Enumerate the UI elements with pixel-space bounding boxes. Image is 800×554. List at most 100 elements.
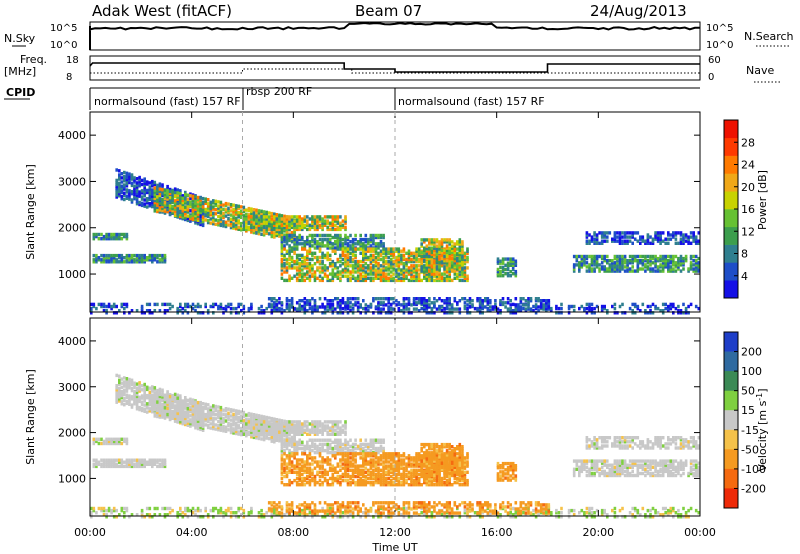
power-cell — [692, 233, 695, 237]
power-cell — [415, 276, 418, 280]
power-cell — [349, 278, 352, 283]
velocity-cell — [285, 440, 289, 444]
power-cell — [448, 248, 451, 252]
power-cell — [148, 253, 152, 258]
velocity-cell — [212, 404, 215, 408]
power-cell — [301, 242, 304, 246]
power-cell — [423, 274, 426, 278]
power-cell — [397, 259, 401, 264]
power-cell — [466, 306, 469, 311]
cpid-label: CPID — [6, 86, 35, 99]
velocity-cell — [158, 462, 162, 466]
power-cell — [450, 278, 454, 283]
velocity-cell — [260, 437, 263, 441]
power-cell — [166, 207, 169, 212]
power-cell — [301, 223, 304, 227]
power-cell — [232, 211, 235, 216]
velocity-cell — [313, 420, 317, 424]
power-cell — [186, 216, 190, 220]
velocity-cell — [206, 423, 210, 428]
velocity-cell — [204, 412, 207, 417]
power-cell — [151, 311, 154, 315]
power-cell — [425, 299, 429, 303]
velocity-cell — [92, 458, 96, 462]
power-cell — [326, 253, 329, 258]
power-cell — [443, 240, 446, 244]
power-cell — [364, 251, 368, 255]
velocity-cell — [285, 428, 289, 432]
power-cell — [644, 311, 647, 315]
power-cell — [364, 257, 368, 262]
power-cell — [623, 254, 627, 259]
power-cell — [641, 259, 645, 263]
power-cell — [313, 223, 317, 227]
power-cell — [616, 254, 619, 259]
power-cell — [135, 191, 139, 195]
power-cell — [506, 265, 510, 270]
power-cell — [199, 202, 202, 206]
power-cell — [641, 237, 645, 241]
power-cell — [575, 256, 579, 261]
velocity-cell — [311, 422, 314, 426]
power-cell — [138, 258, 141, 262]
velocity-cell — [128, 379, 131, 384]
power-cell — [463, 268, 467, 272]
velocity-cell — [153, 414, 157, 418]
power-cell — [163, 253, 167, 258]
power-cell — [290, 233, 294, 238]
power-cell — [298, 237, 301, 242]
power-cell — [354, 270, 357, 274]
power-cell — [303, 255, 307, 260]
power-cell — [545, 301, 548, 305]
power-cell — [593, 231, 596, 235]
power-cell — [359, 264, 362, 268]
power-cell — [298, 309, 301, 313]
power-cell — [206, 220, 210, 225]
velocity-cell — [168, 407, 172, 411]
power-cell — [323, 219, 327, 223]
power-cell — [206, 198, 210, 202]
power-cell — [583, 263, 586, 267]
velocity-cell — [95, 460, 98, 464]
power-cell — [618, 235, 622, 239]
power-cell — [145, 180, 149, 184]
velocity-cell — [168, 401, 172, 405]
velocity-cell — [143, 397, 146, 401]
power-cell — [387, 266, 390, 270]
power-cell — [267, 297, 271, 301]
power-cell — [672, 259, 675, 263]
power-cell — [405, 297, 408, 301]
power-cell — [234, 220, 238, 225]
power-cell — [430, 238, 434, 242]
power-cell — [392, 268, 396, 272]
velocity-cell — [328, 420, 332, 424]
velocity-cell — [196, 400, 200, 405]
velocity-cell — [107, 460, 111, 464]
power-cell — [450, 307, 454, 311]
velocity-cell — [156, 460, 159, 464]
power-cell — [308, 262, 312, 266]
velocity-cell — [260, 420, 263, 424]
power-cell — [135, 260, 139, 264]
power-cell — [389, 262, 393, 266]
power-cell — [344, 253, 347, 258]
power-cell — [362, 270, 365, 274]
power-cell — [245, 225, 248, 230]
velocity-cell — [323, 428, 327, 432]
power-cell — [433, 238, 436, 242]
power-cell — [92, 237, 96, 241]
power-cell — [697, 263, 701, 267]
power-cell — [351, 242, 355, 246]
velocity-cell — [275, 420, 279, 424]
power-cell — [430, 269, 434, 273]
power-cell — [295, 242, 299, 246]
power-cell — [369, 278, 373, 283]
power-cell — [524, 299, 528, 303]
velocity-cell — [123, 439, 126, 444]
power-cell — [425, 252, 429, 257]
power-cell — [384, 262, 388, 266]
power-cell — [270, 232, 274, 237]
power-cell — [397, 264, 401, 268]
velocity-cell — [176, 398, 179, 402]
power-cell — [128, 253, 131, 258]
